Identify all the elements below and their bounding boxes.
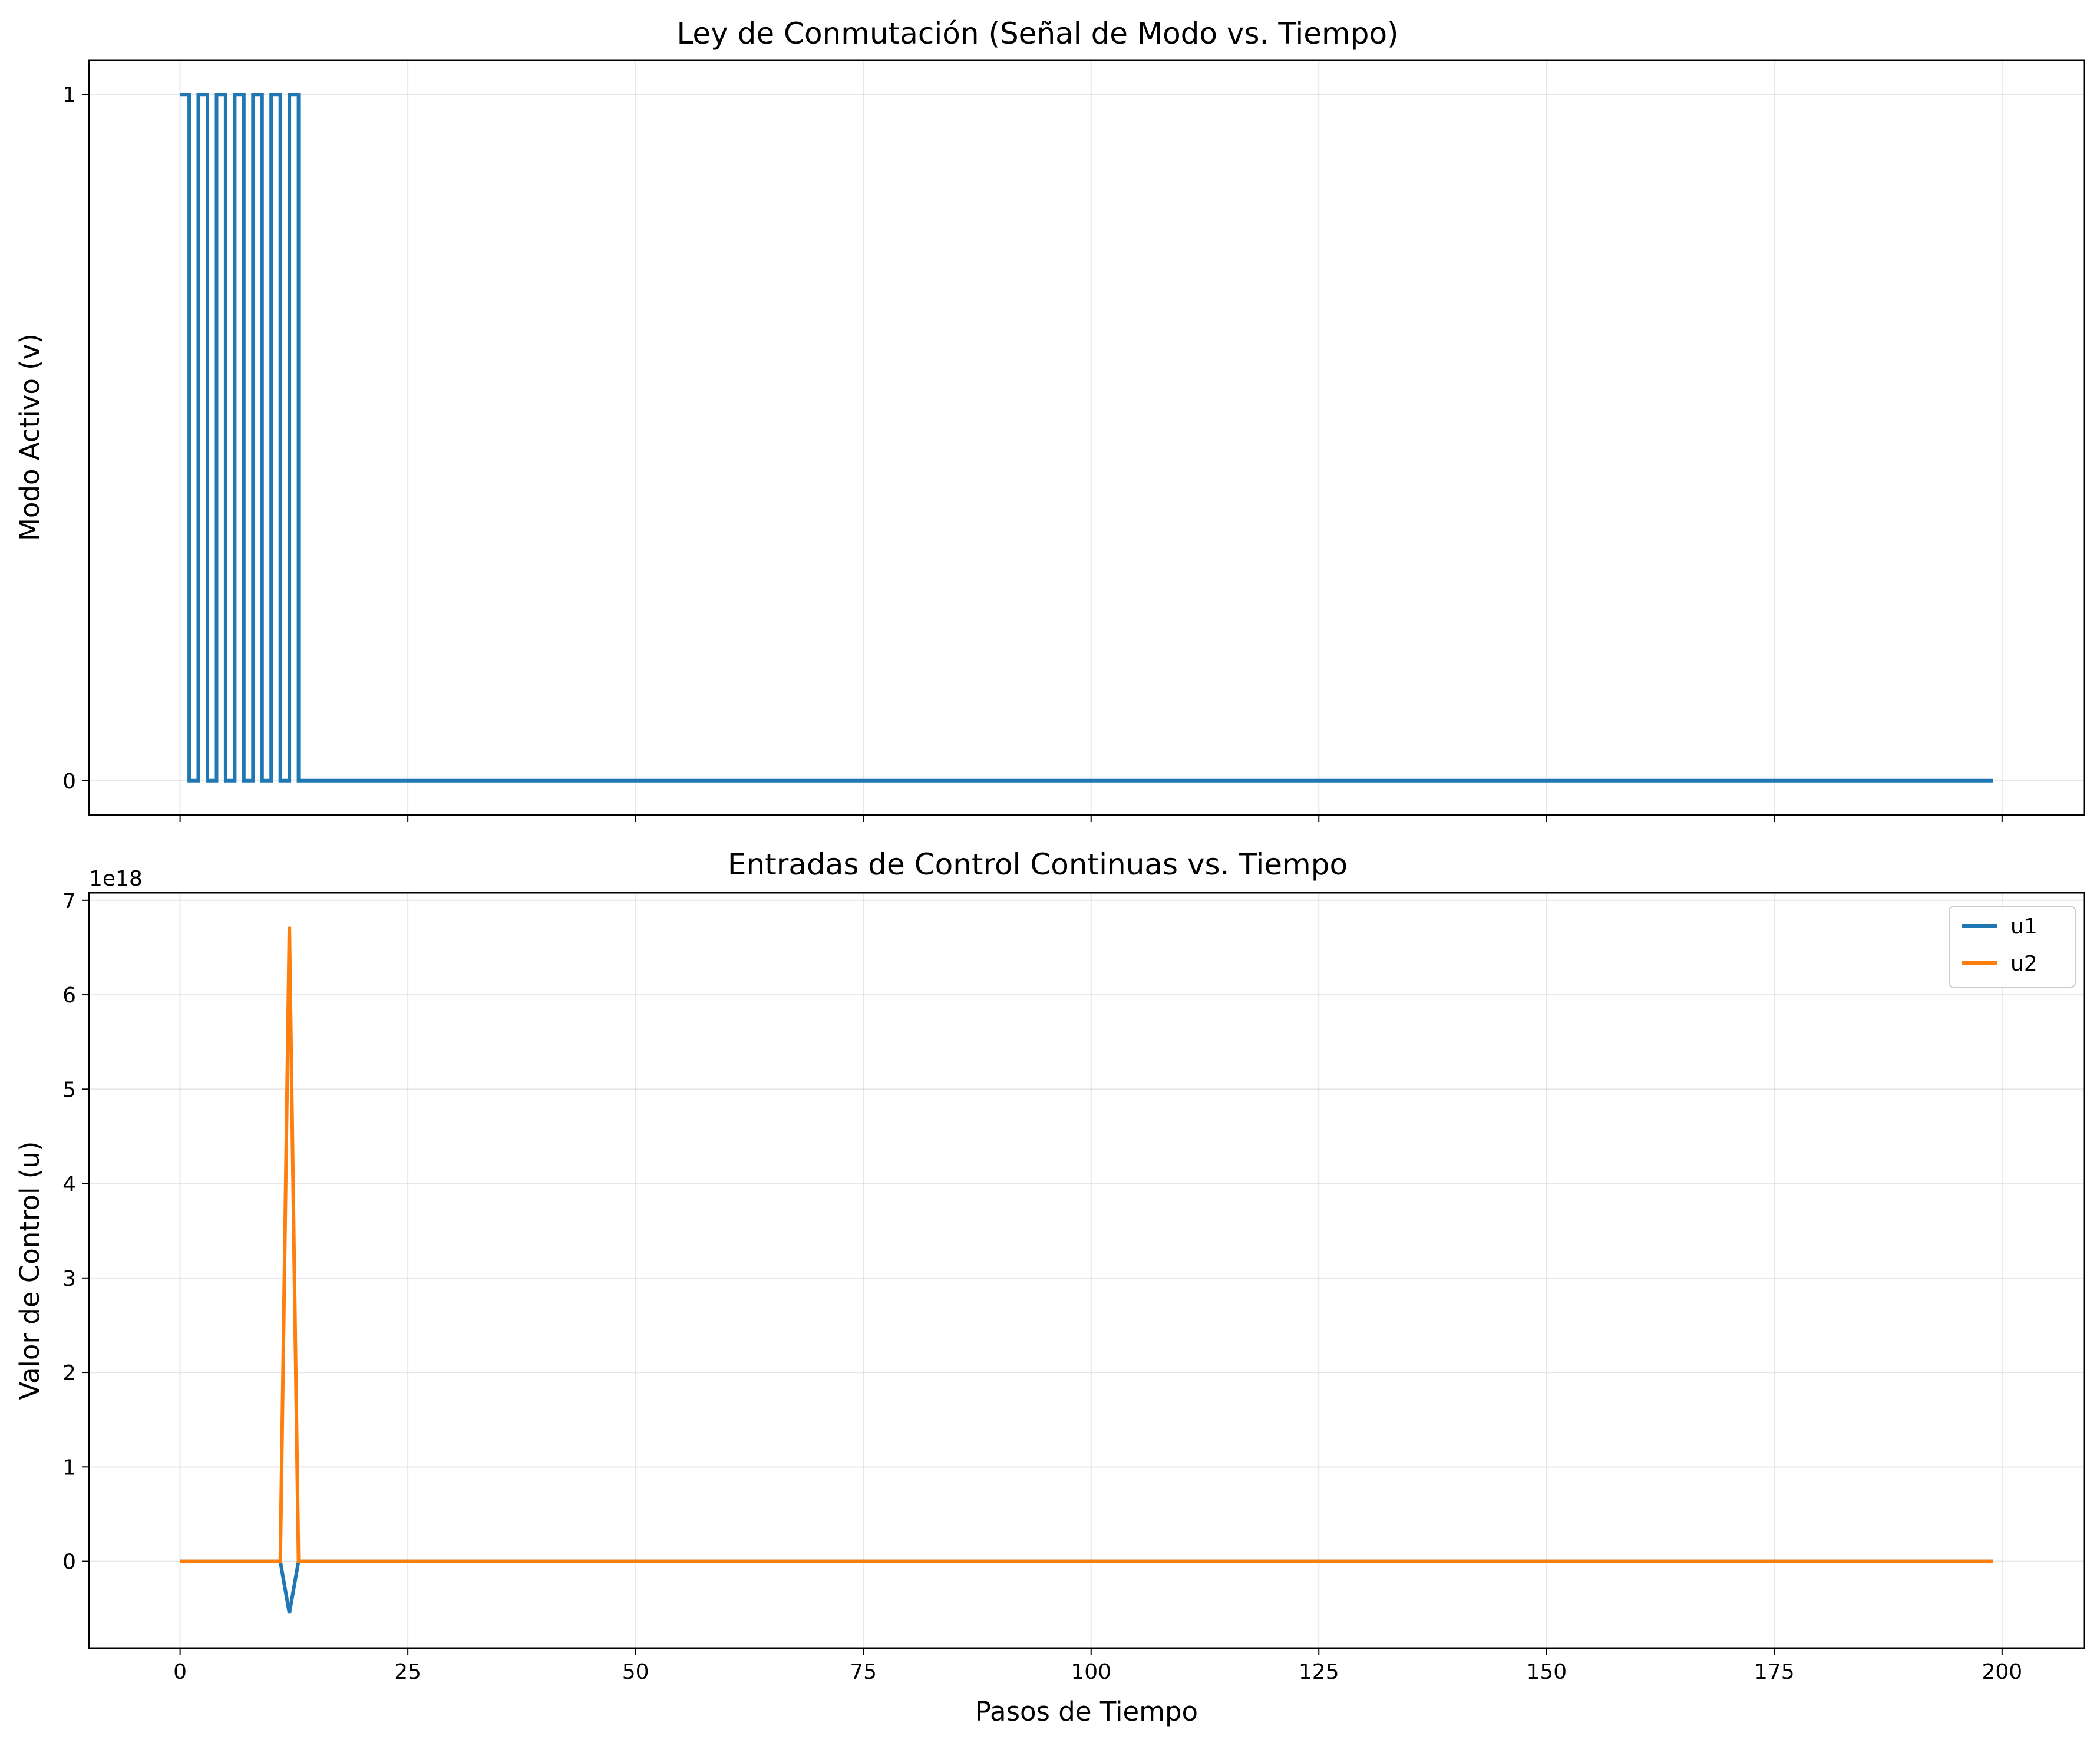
legend-u2-label: u2 [2010, 952, 2038, 976]
control-chart-x-tick-label: 0 [173, 1660, 187, 1684]
control-chart-y-tick-label: 2 [62, 1361, 76, 1385]
legend-u1-label: u1 [2010, 915, 2038, 939]
control-chart-x-tick-label: 150 [1526, 1660, 1567, 1684]
legend: u1 u2 [1949, 906, 2076, 988]
control-chart-series-u2 [180, 926, 1993, 1563]
control-chart-x-tick-label: 75 [850, 1660, 877, 1684]
mode-chart-y-tick-label: 0 [62, 770, 76, 794]
control-chart-frame [88, 892, 2085, 1649]
control-chart-x-tick-label: 175 [1754, 1660, 1795, 1684]
control-chart: Entradas de Control Continuas vs. Tiempo… [14, 847, 2085, 1727]
mode-chart-y-label: Modo Activo (v) [14, 334, 45, 541]
control-chart-y-label: Valor de Control (u) [14, 1141, 45, 1400]
mode-chart-series [180, 93, 1993, 783]
control-chart-y-ticks: 0 1 2 3 4 5 6 7 [62, 889, 89, 1575]
mode-chart-series-modo [180, 93, 1993, 783]
control-chart-x-tick-label: 100 [1071, 1660, 1111, 1684]
control-chart-x-ticks: 0 25 50 75 100 125 150 175 200 [173, 1648, 2022, 1684]
control-chart-x-tick-label: 125 [1299, 1660, 1339, 1684]
control-chart-x-label: Pasos de Tiempo [975, 1696, 1198, 1727]
mode-chart: Ley de Conmutación (Señal de Modo vs. Ti… [14, 16, 2085, 822]
mode-chart-x-ticks [179, 815, 2003, 822]
control-chart-y-tick-label: 3 [62, 1267, 76, 1291]
control-chart-y-tick-label: 7 [62, 889, 76, 913]
control-chart-x-tick-label: 25 [394, 1660, 421, 1684]
mode-chart-y-ticks: 01 [62, 83, 89, 794]
control-chart-y-tick-label: 4 [62, 1173, 76, 1197]
control-chart-y-tick-label: 0 [62, 1550, 76, 1575]
control-chart-x-tick-label: 50 [622, 1660, 649, 1684]
control-chart-series [180, 926, 1993, 1614]
control-chart-y-tick-label: 6 [62, 983, 76, 1008]
control-chart-x-tick-label: 200 [1982, 1660, 2022, 1684]
mode-chart-frame [88, 59, 2085, 816]
control-chart-offset-text: 1e18 [89, 867, 143, 891]
mode-chart-title: Ley de Conmutación (Señal de Modo vs. Ti… [676, 16, 1398, 51]
control-chart-title: Entradas de Control Continuas vs. Tiempo [728, 847, 1348, 882]
control-chart-y-tick-label: 5 [62, 1078, 76, 1102]
control-chart-y-tick-label: 1 [62, 1455, 76, 1480]
mode-chart-y-tick-label: 1 [62, 83, 76, 107]
